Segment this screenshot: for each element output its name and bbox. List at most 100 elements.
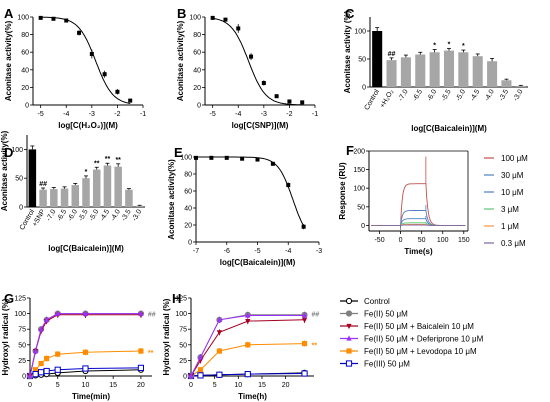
data-point xyxy=(210,15,215,20)
bar xyxy=(125,189,133,207)
data-point xyxy=(82,349,89,355)
data-point xyxy=(64,18,69,23)
x-tick-label: 0 xyxy=(28,382,32,389)
x-tick-label: -3 xyxy=(316,248,322,255)
legend-label: 1 μM xyxy=(501,222,519,231)
bar xyxy=(458,52,469,87)
y-tick-label: 60 xyxy=(184,189,192,196)
y-tick-label: 50 xyxy=(357,204,365,211)
y-axis-label: Aconitase activity(%) xyxy=(176,20,185,101)
panel-label: E xyxy=(174,145,183,160)
significance-hash: ## xyxy=(148,312,156,319)
data-point xyxy=(274,94,279,99)
bar xyxy=(28,149,37,207)
y-tick-label: 0 xyxy=(197,103,201,110)
data-point xyxy=(38,15,43,20)
data-point xyxy=(54,366,61,373)
x-tick-label: 20 xyxy=(282,382,290,389)
legend-label: 100 μM xyxy=(501,154,528,163)
y-axis-label: Aconitase activity (%) xyxy=(343,10,352,93)
y-tick-label: 100 xyxy=(353,186,365,193)
x-tick-label: 10 xyxy=(82,382,90,389)
data-point xyxy=(197,354,204,360)
y-tick-label: 75 xyxy=(18,327,26,334)
significance-label: ** xyxy=(94,160,100,167)
data-point xyxy=(301,370,308,377)
y-tick-label: 60 xyxy=(193,50,201,57)
x-axis-label: log[C(Baicalein)](M) xyxy=(220,258,296,267)
data-point xyxy=(244,371,251,378)
x-axis-label: log[C(H₂O₂)](M) xyxy=(58,121,118,130)
y-tick-label: 80 xyxy=(21,32,29,39)
y-tick-label: 100 xyxy=(17,15,29,22)
x-tick-label: -6.0 xyxy=(426,88,438,102)
x-axis-label: log[C(Baicalein)](M) xyxy=(48,244,124,253)
significance-label: * xyxy=(433,42,436,49)
legend-label: 10 μM xyxy=(501,188,524,197)
data-point xyxy=(197,367,204,373)
x-tick-label: -4 xyxy=(235,111,241,118)
data-point xyxy=(82,310,89,316)
data-point xyxy=(32,371,39,378)
y-axis-label: Hydroxyl radical (%) xyxy=(1,298,10,375)
y-axis-label: Aconitase activity(%) xyxy=(0,130,9,211)
y-tick-label: 100 xyxy=(11,147,23,154)
data-point xyxy=(138,348,144,354)
bar xyxy=(39,189,47,207)
legend-gh: Control Fe(II) 50 μM Fe(II) 50 μM + Baical… xyxy=(340,297,484,369)
bar xyxy=(82,178,90,207)
y-tick-label: 50 xyxy=(18,342,26,349)
legend-label: Fe(II) 50 μM xyxy=(364,310,408,319)
data-point xyxy=(38,360,44,367)
data-point xyxy=(55,310,61,316)
data-point xyxy=(209,155,214,160)
data-point xyxy=(216,316,222,322)
significance-star: ** xyxy=(148,350,154,357)
data-point xyxy=(255,157,260,162)
x-tick-label: -3.0 xyxy=(512,88,524,102)
y-tick-label: 25 xyxy=(18,358,26,365)
bar xyxy=(386,60,397,87)
bar xyxy=(50,189,58,207)
x-tick-label: 10 xyxy=(234,382,242,389)
y-tick-label: 20 xyxy=(21,85,29,92)
data-point xyxy=(77,30,82,35)
legend-label: Control xyxy=(364,297,390,306)
y-axis-label: Aconitase activity(%) xyxy=(167,159,176,240)
data-point xyxy=(300,100,305,105)
significance-label: * xyxy=(448,41,451,48)
panel-label: B xyxy=(177,6,186,21)
legend-label: 30 μM xyxy=(501,171,524,180)
panel-label: H xyxy=(172,291,181,306)
y-tick-label: 0 xyxy=(362,85,366,92)
bar xyxy=(429,52,440,87)
x-tick-label: -3.5 xyxy=(498,88,510,102)
y-tick-label: 0 xyxy=(22,374,26,381)
bar xyxy=(135,205,144,207)
x-tick-label: -5 xyxy=(210,111,216,118)
data-point xyxy=(287,99,292,104)
panel-label: A xyxy=(4,6,14,21)
bar xyxy=(515,85,526,87)
y-tick-label: 40 xyxy=(21,67,29,74)
x-tick-label: 5 xyxy=(213,382,217,389)
x-tick-label: -6.5 xyxy=(56,208,68,222)
y-tick-label: 200 xyxy=(353,149,365,156)
y-tick-label: 0 xyxy=(19,205,23,212)
x-tick-label: 20 xyxy=(137,382,145,389)
fit-curve xyxy=(40,16,131,104)
data-point xyxy=(236,26,241,31)
data-point xyxy=(346,335,352,341)
x-tick-label: -3.0 xyxy=(131,208,143,222)
data-point xyxy=(32,367,39,373)
bar xyxy=(443,50,455,87)
y-tick-label: 100 xyxy=(14,311,26,318)
bar xyxy=(472,56,483,87)
legend-label: 3 μM xyxy=(501,205,519,214)
data-point xyxy=(261,81,266,85)
significance-label: ** xyxy=(105,156,111,163)
bar xyxy=(501,80,512,87)
